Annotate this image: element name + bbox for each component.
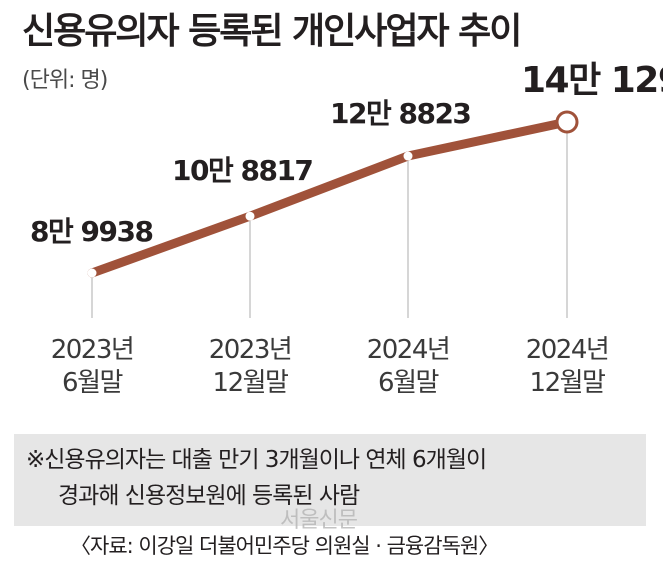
data-label: 12만 8823	[330, 97, 470, 130]
x-tick-label: 2024년 6월말	[367, 335, 450, 398]
x-tick-label-line: 2023년	[51, 335, 134, 365]
data-label: 10만 8817	[172, 154, 312, 187]
x-tick-label-line: 2023년	[209, 335, 292, 365]
source-credit: 〈자료: 이강일 더불어민주당 의원실 · 금융감독원〉	[70, 534, 499, 558]
x-tick-label: 2024년 12월말	[526, 335, 609, 398]
series-line	[87, 117, 572, 278]
x-tick-label-line: 6월말	[378, 368, 438, 398]
data-label: 14만 129	[521, 60, 663, 101]
x-tick-label: 2023년 12월말	[209, 335, 292, 398]
unit-label: (단위: 명)	[22, 68, 108, 93]
data-point	[403, 151, 413, 161]
x-tick-label: 2023년 6월말	[51, 335, 134, 398]
data-label: 8만 9938	[30, 215, 152, 248]
x-tick-label-line: 6월말	[62, 368, 122, 398]
note-box	[14, 434, 646, 526]
x-tick-label-line: 2024년	[526, 335, 609, 365]
highlight-point	[555, 110, 579, 134]
data-point	[87, 268, 97, 278]
data-point	[245, 211, 255, 221]
note-line-2: 경과해 신용정보원에 등록된 사람	[58, 483, 360, 509]
note-line-1: ※신용유의자는 대출 만기 3개월이나 연체 6개월이	[26, 447, 487, 473]
watermark-logo: 서울신문	[280, 508, 358, 533]
x-tick-label-line: 12월말	[530, 368, 606, 398]
chart-title: 신용유의자 등록된 개인사업자 추이	[22, 11, 522, 52]
x-tick-label-line: 2024년	[367, 335, 450, 365]
x-tick-label-line: 12월말	[213, 368, 289, 398]
